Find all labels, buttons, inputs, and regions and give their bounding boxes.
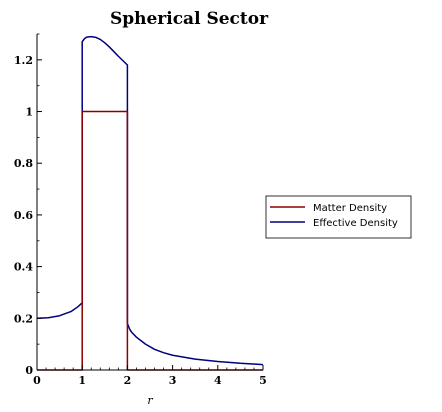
y-tick-label: 1.2: [14, 54, 33, 67]
x-tick-label: 3: [169, 374, 177, 387]
y-tick-label: 0.4: [14, 261, 33, 274]
x-tick-label: 5: [259, 374, 267, 387]
legend-label-effective-density: Effective Density: [313, 218, 398, 229]
chart-title: Spherical Sector: [110, 9, 269, 29]
x-tick-label: 0: [33, 374, 41, 387]
x-tick-label: 2: [124, 374, 132, 387]
y-tick-label: 0.6: [14, 209, 33, 222]
y-tick-label: 0.2: [14, 312, 33, 325]
x-axis-label: r: [147, 394, 153, 407]
x-tick-label: 4: [214, 374, 222, 387]
legend-label-matter-density: Matter Density: [313, 203, 387, 214]
x-tick-label: 1: [78, 374, 86, 387]
series-layer: [36, 35, 264, 371]
legend-box: [265, 195, 412, 239]
y-tick-label-zero: 0: [25, 364, 33, 377]
y-tick-label: 1: [25, 106, 33, 119]
axes: [36, 34, 263, 371]
series-line-matter-density: [37, 110, 263, 371]
ticks: 0 1 2 3 4 5 0.2 0.4 0.6 0.8 1 1.2 0: [14, 33, 267, 387]
y-tick-label: 0.8: [14, 157, 33, 170]
series-line-effective-density: [36, 35, 264, 366]
legend: Matter Density Effective Density: [265, 195, 412, 239]
